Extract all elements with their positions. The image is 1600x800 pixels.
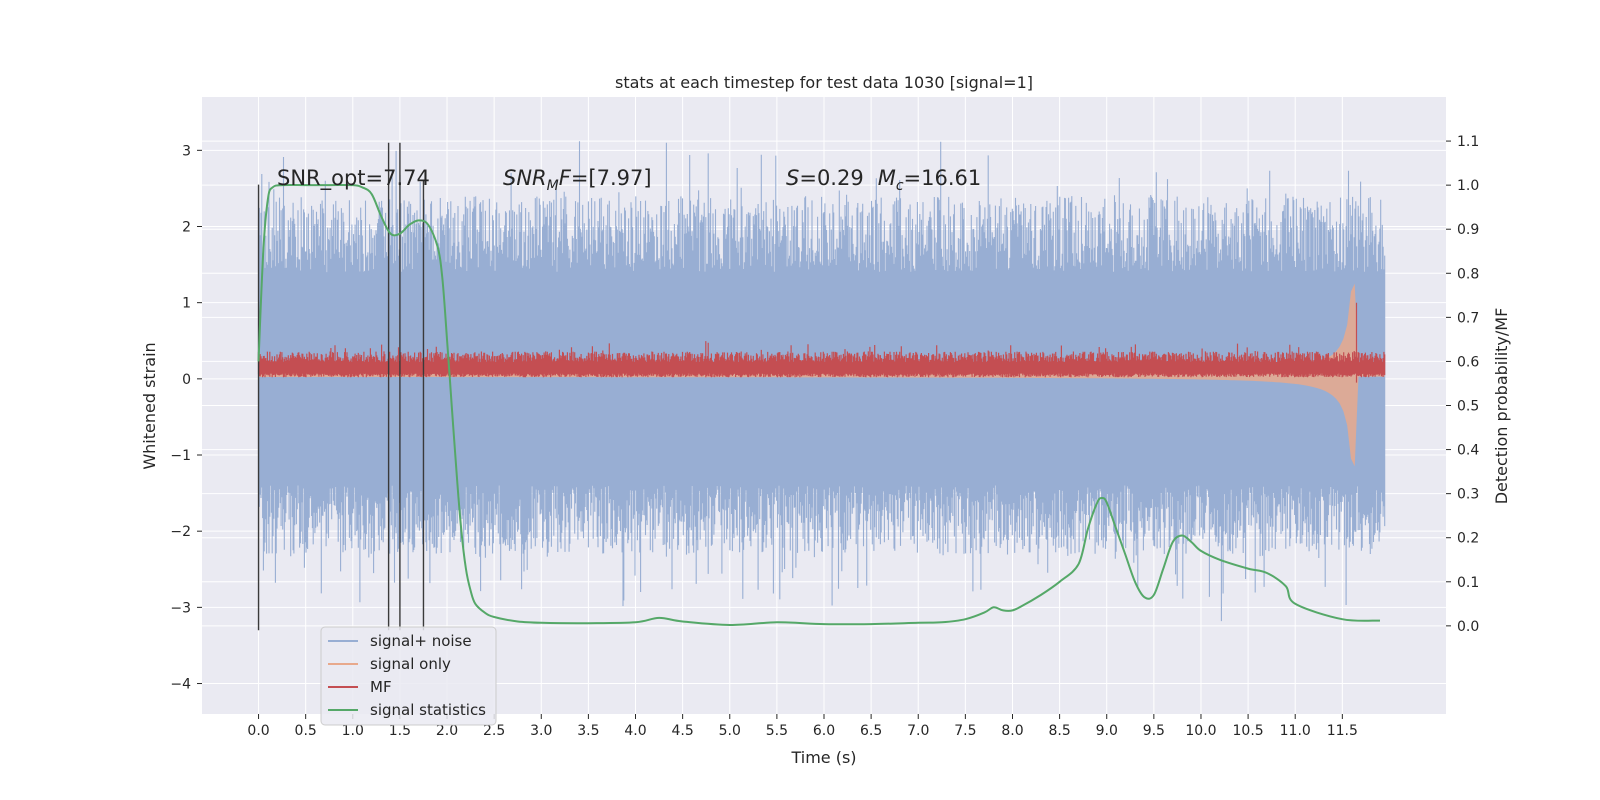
y-tick-label: −1 [170, 448, 191, 464]
x-tick-label: 1.5 [389, 723, 411, 739]
x-tick-label: 5.5 [766, 723, 788, 739]
mc-subscript: c [896, 178, 904, 194]
annotation-s-mc: S=0.29 Mc=16.61 [786, 166, 981, 194]
y-axis-ticks: 3 2 1 0 −1 −2 −3 −4 [170, 143, 202, 693]
signal-statistics-series [257, 183, 1381, 627]
signal-statistics-line [257, 183, 1381, 627]
x-axis-ticks: 0.0 0.5 1.0 1.5 2.0 2.5 3.0 3.5 4.0 4.5 5.0 5.5 6.0 6… [247, 714, 1358, 739]
mc-value: =16.61 [904, 166, 982, 190]
y-tick-label: −4 [170, 677, 191, 693]
x-tick-label: 3.0 [530, 723, 552, 739]
x-axis-label: Time (s) [790, 748, 856, 767]
x-tick-label: 7.0 [907, 723, 929, 739]
snr-mf-subscript: M [547, 178, 559, 194]
x-tick-label: 0.5 [295, 723, 317, 739]
annotation-snr-mf: SNRMF=[7.97] [503, 166, 652, 194]
y-tick-label: −3 [170, 600, 191, 616]
y-right-tick-label: 0.2 [1457, 531, 1479, 547]
x-tick-label: 2.5 [483, 723, 505, 739]
vertical-markers [257, 142, 425, 631]
legend-label-noise: signal+ noise [370, 632, 472, 650]
legend: signal+ noise signal only MF signal stat… [320, 626, 497, 726]
y-right-tick-label: 1.0 [1457, 178, 1479, 194]
snr-mf-symbol: SNR [503, 166, 547, 190]
x-tick-label: 0.0 [247, 723, 269, 739]
y-tick-label: 3 [182, 143, 191, 159]
x-tick-label: 4.5 [672, 723, 694, 739]
y-right-tick-label: 0.1 [1457, 575, 1479, 591]
y-right-tick-label: 0.8 [1457, 266, 1479, 282]
x-tick-label: 2.0 [436, 723, 458, 739]
signal-only-series [258, 283, 1385, 467]
legend-label-mf: MF [370, 678, 392, 696]
x-tick-label: 5.0 [719, 723, 741, 739]
signal-only-envelope [258, 283, 1385, 467]
y-right-tick-label: 0.5 [1457, 399, 1479, 415]
y-right-tick-label: 0.4 [1457, 443, 1479, 459]
x-tick-label: 4.0 [624, 723, 646, 739]
x-tick-label: 9.5 [1143, 723, 1165, 739]
x-tick-label: 10.5 [1233, 723, 1264, 739]
legend-box [320, 626, 497, 726]
y-right-tick-label: 0.3 [1457, 487, 1479, 503]
x-tick-label: 11.0 [1280, 723, 1311, 739]
y-tick-label: 2 [182, 219, 191, 235]
x-tick-label: 1.0 [342, 723, 364, 739]
y-tick-label: −2 [170, 524, 191, 540]
s-value: =0.29 [799, 166, 863, 190]
y-right-tick-label: 1.1 [1457, 134, 1479, 150]
x-tick-label: 9.0 [1096, 723, 1118, 739]
x-tick-label: 8.5 [1048, 723, 1070, 739]
chart-title: stats at each timestep for test data 103… [615, 73, 1033, 92]
y-right-axis-ticks: 1.1 1.0 0.9 0.8 0.7 0.6 0.5 0.4 0.3 0.2 0.1 0.0 [1446, 134, 1479, 635]
y-right-tick-label: 0.0 [1457, 619, 1479, 635]
x-tick-label: 6.0 [813, 723, 835, 739]
y-tick-label: 0 [182, 372, 191, 388]
y-right-tick-label: 0.7 [1457, 310, 1479, 326]
snr-mf-value: =[7.97] [571, 166, 652, 190]
y-axis-label: Whitened strain [140, 342, 159, 469]
legend-label-signal-only: signal only [370, 655, 451, 673]
x-tick-label: 7.5 [954, 723, 976, 739]
s-symbol: S [786, 166, 799, 190]
snr-mf-f: F [559, 166, 572, 190]
x-tick-label: 11.5 [1327, 723, 1358, 739]
x-tick-label: 6.5 [860, 723, 882, 739]
x-tick-label: 10.0 [1185, 723, 1216, 739]
y-right-tick-label: 0.9 [1457, 222, 1479, 238]
y-right-tick-label: 0.6 [1457, 354, 1479, 370]
x-tick-label: 8.0 [1001, 723, 1023, 739]
x-tick-label: 3.5 [577, 723, 599, 739]
y-right-axis-label: Detection probability/MF [1492, 308, 1511, 505]
annotation-snr-opt: SNR_opt=7.74 [277, 166, 430, 191]
y-tick-label: 1 [182, 296, 191, 312]
legend-label-statistics: signal statistics [370, 701, 486, 719]
mc-symbol: M [878, 166, 896, 190]
